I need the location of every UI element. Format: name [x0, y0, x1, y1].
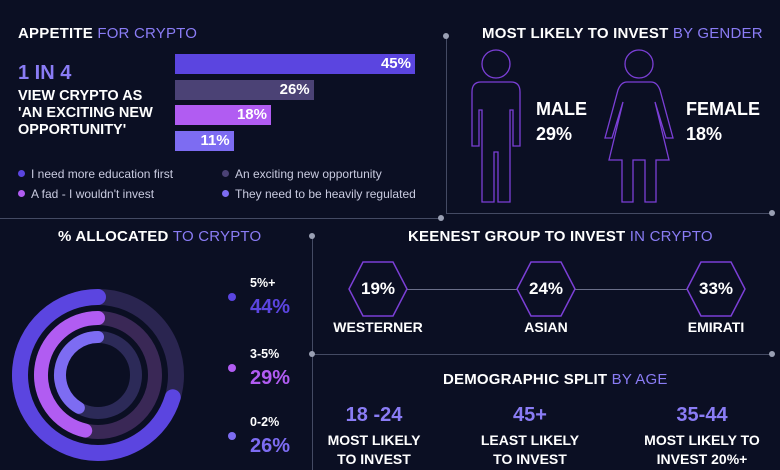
- legend-item: I need more education first: [18, 167, 173, 181]
- bullet-icon: [228, 364, 236, 372]
- appetite-bar-label: 26%: [279, 80, 310, 98]
- divider-dot: [438, 215, 444, 221]
- legend-item: They need to be heavily regulated: [222, 187, 416, 201]
- ring-arc: [34, 311, 105, 438]
- gender-title: MOST LIKELY TO INVEST BY GENDER: [482, 25, 763, 42]
- hexagon-icon: [348, 261, 408, 317]
- demographic-title: DEMOGRAPHIC SPLIT BY AGE: [443, 371, 668, 388]
- divider-top-horizontal: [446, 213, 772, 214]
- appetite-bar-label: 18%: [236, 106, 267, 123]
- divider-dot: [769, 210, 775, 216]
- appetite-bar: 26%: [175, 79, 314, 100]
- allocated-ring-chart: [12, 289, 184, 461]
- appetite-description: VIEW CRYPTO AS 'AN EXCITING NEW OPPORTUN…: [18, 88, 153, 138]
- appetite-bar-label: 11%: [200, 131, 230, 149]
- legend-swatch-icon: [18, 190, 25, 198]
- legend-swatch-icon: [222, 190, 229, 198]
- legend-swatch-icon: [222, 170, 229, 178]
- legend-item: An exciting new opportunity: [222, 167, 382, 181]
- female-figure-icon: [604, 49, 674, 203]
- bullet-icon: [228, 432, 236, 440]
- female-label: FEMALE 18%: [686, 99, 760, 144]
- ring-arc: [12, 289, 181, 461]
- divider-dot: [309, 233, 315, 239]
- appetite-bar: 45%: [175, 54, 415, 74]
- keenest-title: KEENEST GROUP TO INVEST IN CRYPTO: [408, 228, 713, 245]
- appetite-bar: 11%: [175, 130, 234, 151]
- divider-dot: [443, 33, 449, 39]
- hexagon-icon: [516, 261, 576, 317]
- appetite-title: APPETITE FOR CRYPTO: [18, 25, 198, 42]
- divider-middle-horizontal: [0, 218, 441, 219]
- divider-bottom-horizontal: [312, 354, 772, 355]
- divider-dot: [309, 351, 315, 357]
- appetite-bar-label: 45%: [380, 55, 411, 72]
- hexagon-icon: [686, 261, 746, 317]
- male-label: MALE 29%: [536, 99, 587, 144]
- legend-swatch-icon: [18, 170, 25, 178]
- appetite-big-stat: 1 IN 4: [18, 62, 72, 84]
- bullet-icon: [228, 293, 236, 301]
- legend-item: A fad - I wouldn't invest: [18, 187, 154, 201]
- male-figure-icon: [471, 49, 521, 203]
- appetite-bar: 18%: [175, 105, 271, 125]
- ring-arc: [54, 331, 104, 414]
- divider-dot: [769, 351, 775, 357]
- allocated-title: % ALLOCATED TO CRYPTO: [58, 228, 262, 245]
- divider-top-vertical: [446, 38, 447, 213]
